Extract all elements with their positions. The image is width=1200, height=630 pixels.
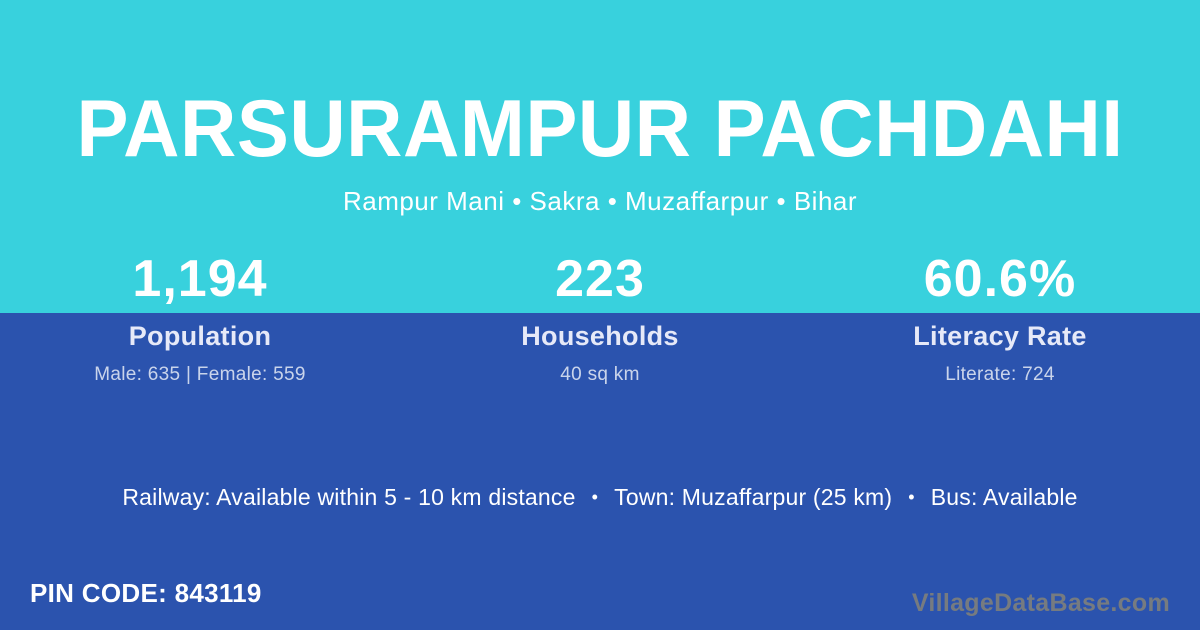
bus-info: Bus: Available (930, 484, 1078, 511)
header-section: PARSURAMPUR PACHDAHI Rampur Mani • Sakra… (0, 0, 1200, 313)
amenities-line: Railway: Available within 5 - 10 km dist… (0, 483, 1200, 512)
population-value: 1,194 (132, 250, 268, 308)
location-breadcrumb: Rampur Mani • Sakra • Muzaffarpur • Biha… (342, 186, 858, 216)
separator-dot: • (908, 487, 915, 508)
households-label: Households (521, 321, 679, 351)
stat-labels-row: Population Male: 635 | Female: 559 House… (0, 313, 1200, 387)
town-info: Town: Muzaffarpur (25 km) (614, 484, 893, 511)
population-stat: Population Male: 635 | Female: 559 (0, 320, 400, 387)
literacy-rate-stat: Literacy Rate Literate: 724 (800, 320, 1200, 387)
population-label: Population (128, 321, 272, 351)
village-title: PARSURAMPUR PACHDAHI (76, 82, 1124, 174)
railway-info: Railway: Available within 5 - 10 km dist… (122, 484, 576, 511)
details-section: Population Male: 635 | Female: 559 House… (0, 313, 1200, 630)
separator-dot: • (591, 487, 599, 508)
households-detail: 40 sq km (560, 364, 640, 386)
footer-row: PIN CODE: 843119 VillageDataBase.com (0, 578, 1200, 630)
households-value: 223 (555, 250, 645, 308)
stat-values-row: 1,194 223 60.6% (0, 253, 1200, 313)
literacy-rate-value: 60.6% (923, 250, 1077, 308)
households-stat: Households 40 sq km (400, 320, 800, 387)
literacy-rate-detail: Literate: 724 (945, 364, 1055, 386)
literacy-rate-label: Literacy Rate (913, 321, 1087, 351)
population-detail: Male: 635 | Female: 559 (94, 364, 306, 386)
pin-code: PIN CODE: 843119 (30, 578, 262, 609)
watermark: VillageDataBase.com (911, 589, 1170, 618)
